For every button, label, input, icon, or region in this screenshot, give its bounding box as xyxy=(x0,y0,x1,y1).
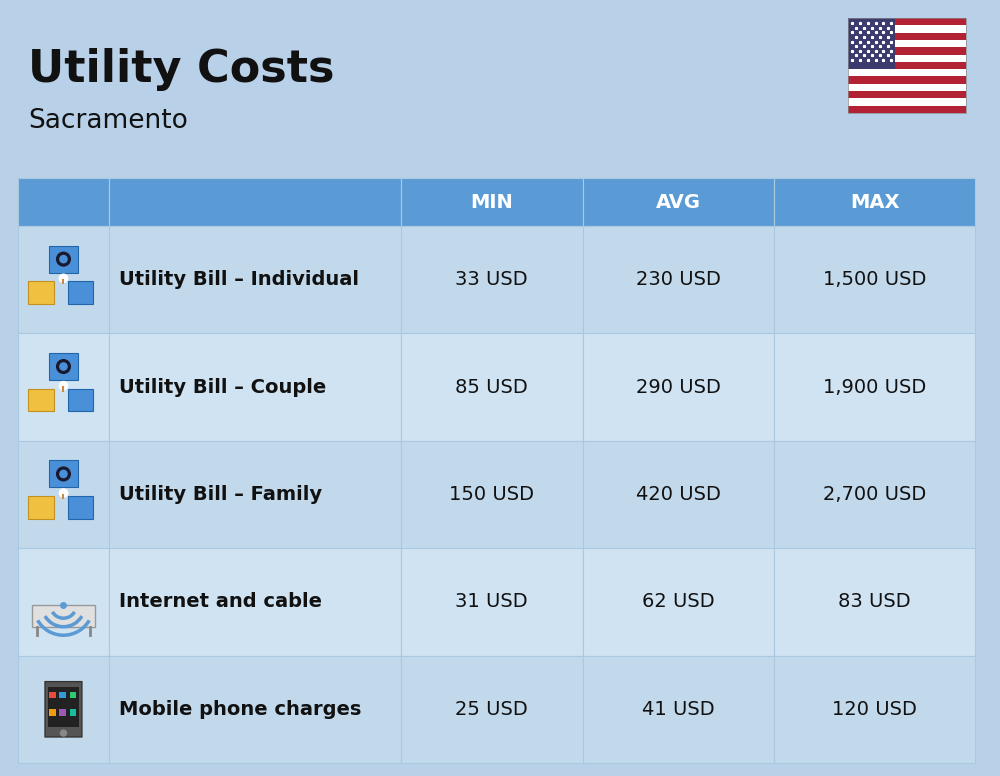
Bar xyxy=(32,605,95,627)
Text: Utility Bill – Individual: Utility Bill – Individual xyxy=(119,270,359,289)
Bar xyxy=(59,691,66,698)
Bar xyxy=(583,178,774,226)
Bar xyxy=(774,226,975,334)
Text: 62 USD: 62 USD xyxy=(642,592,715,611)
Circle shape xyxy=(59,362,68,371)
Text: 1,500 USD: 1,500 USD xyxy=(823,270,926,289)
Bar xyxy=(774,548,975,656)
Bar xyxy=(848,54,966,62)
Bar xyxy=(18,226,109,334)
Bar xyxy=(848,26,966,33)
Bar xyxy=(401,548,583,656)
Bar xyxy=(848,18,966,113)
Bar xyxy=(583,226,774,334)
Circle shape xyxy=(59,381,68,390)
Text: Utility Bill – Family: Utility Bill – Family xyxy=(119,485,322,504)
Bar xyxy=(49,246,78,272)
Text: Mobile phone charges: Mobile phone charges xyxy=(119,700,361,719)
Bar xyxy=(49,460,78,487)
Bar xyxy=(68,281,93,304)
Bar xyxy=(18,178,109,226)
Bar xyxy=(583,441,774,548)
Bar xyxy=(109,334,401,441)
Bar xyxy=(848,18,966,26)
Circle shape xyxy=(59,273,68,283)
Bar xyxy=(848,84,966,91)
Bar xyxy=(848,18,895,69)
Bar xyxy=(109,178,401,226)
Text: Utility Costs: Utility Costs xyxy=(28,48,334,91)
Bar xyxy=(848,33,966,40)
Text: 2,700 USD: 2,700 USD xyxy=(823,485,926,504)
Text: 230 USD: 230 USD xyxy=(636,270,721,289)
Bar xyxy=(583,334,774,441)
Text: MAX: MAX xyxy=(850,192,899,212)
Bar xyxy=(68,496,93,519)
FancyBboxPatch shape xyxy=(45,681,82,737)
Circle shape xyxy=(56,359,71,374)
Bar xyxy=(18,548,109,656)
Text: 31 USD: 31 USD xyxy=(455,592,528,611)
Text: Sacramento: Sacramento xyxy=(28,108,188,134)
Text: 150 USD: 150 USD xyxy=(449,485,534,504)
Circle shape xyxy=(59,255,68,263)
Bar xyxy=(774,656,975,763)
Bar xyxy=(848,40,966,47)
Bar xyxy=(774,178,975,226)
Bar xyxy=(848,77,966,84)
Bar xyxy=(28,389,54,411)
Bar xyxy=(109,656,401,763)
Circle shape xyxy=(59,469,68,478)
Bar xyxy=(109,441,401,548)
Circle shape xyxy=(56,251,71,267)
Text: 120 USD: 120 USD xyxy=(832,700,917,719)
Bar xyxy=(18,334,109,441)
Circle shape xyxy=(60,729,67,736)
Text: Utility Bill – Couple: Utility Bill – Couple xyxy=(119,378,326,397)
Bar xyxy=(48,688,79,727)
Bar xyxy=(848,106,966,113)
Bar xyxy=(68,389,93,411)
Text: MIN: MIN xyxy=(470,192,513,212)
Bar xyxy=(49,353,78,380)
Bar xyxy=(28,496,54,519)
Bar xyxy=(70,691,76,698)
Bar xyxy=(848,69,966,77)
Bar xyxy=(583,656,774,763)
Text: 85 USD: 85 USD xyxy=(455,378,528,397)
Text: 83 USD: 83 USD xyxy=(838,592,911,611)
Bar xyxy=(59,709,66,716)
Bar xyxy=(70,709,76,716)
Bar xyxy=(401,441,583,548)
Bar xyxy=(401,656,583,763)
Text: 420 USD: 420 USD xyxy=(636,485,721,504)
Bar xyxy=(18,441,109,548)
Bar xyxy=(848,99,966,106)
Bar xyxy=(401,226,583,334)
Bar xyxy=(401,178,583,226)
Circle shape xyxy=(56,466,71,481)
Text: 290 USD: 290 USD xyxy=(636,378,721,397)
Bar xyxy=(774,334,975,441)
Text: 41 USD: 41 USD xyxy=(642,700,715,719)
Bar xyxy=(28,281,54,304)
Bar xyxy=(774,441,975,548)
Text: AVG: AVG xyxy=(656,192,701,212)
Bar xyxy=(848,91,966,99)
Bar xyxy=(401,334,583,441)
Bar xyxy=(49,691,56,698)
Text: 33 USD: 33 USD xyxy=(455,270,528,289)
Text: 25 USD: 25 USD xyxy=(455,700,528,719)
Bar xyxy=(109,548,401,656)
Circle shape xyxy=(59,488,68,498)
Bar xyxy=(18,656,109,763)
Bar xyxy=(109,226,401,334)
Text: Internet and cable: Internet and cable xyxy=(119,592,322,611)
Bar xyxy=(848,47,966,54)
Bar xyxy=(583,548,774,656)
Text: 1,900 USD: 1,900 USD xyxy=(823,378,926,397)
Bar xyxy=(49,709,56,716)
Bar xyxy=(848,62,966,69)
